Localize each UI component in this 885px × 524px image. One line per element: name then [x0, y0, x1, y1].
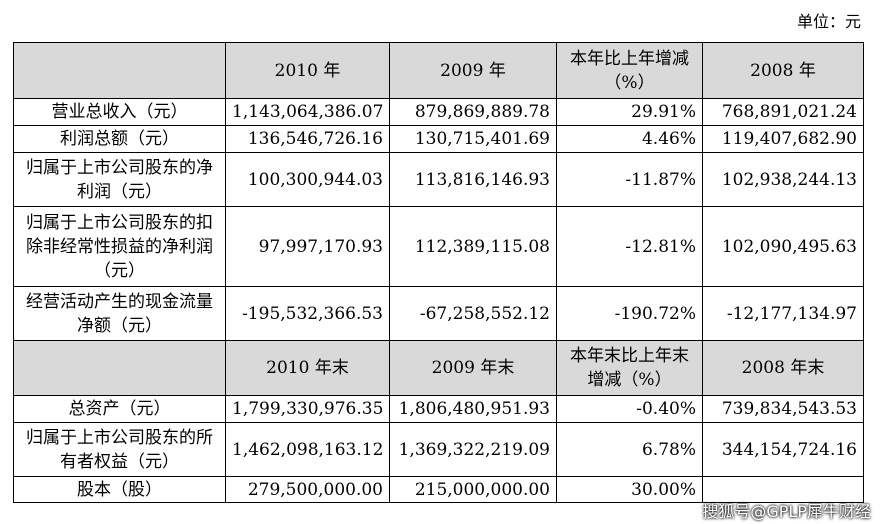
- header-2009-end: 2009 年末: [389, 340, 557, 396]
- table-row: 经营活动产生的现金流量净额（元） -195,532,366.53 -67,258…: [13, 286, 864, 341]
- value-change: -190.72%: [556, 286, 703, 341]
- value-2009: 215,000,000.00: [389, 476, 557, 503]
- row-label: 股本（股）: [13, 476, 226, 503]
- table-row: 归属于上市公司股东的所有者权益（元） 1,462,098,163.12 1,36…: [13, 422, 864, 477]
- row-label: 营业总收入（元）: [13, 98, 226, 126]
- value-2009: 130,715,401.69: [389, 125, 557, 153]
- value-2008: 768,891,021.24: [702, 98, 864, 126]
- value-change: -12.81%: [556, 206, 703, 287]
- value-2010: -195,532,366.53: [225, 286, 390, 341]
- value-2010: 1,143,064,386.07: [225, 98, 390, 126]
- value-2008: 344,154,724.16: [702, 422, 864, 477]
- table-row: 归属于上市公司股东的扣除非经常性损益的净利润（元） 97,997,170.93 …: [13, 206, 864, 287]
- table-row: 股本（股） 279,500,000.00 215,000,000.00 30.0…: [13, 476, 864, 503]
- value-2009: 112,389,115.08: [389, 206, 557, 287]
- row-label: 归属于上市公司股东的扣除非经常性损益的净利润（元）: [13, 206, 226, 287]
- value-change: 4.46%: [556, 125, 703, 153]
- value-2008: 102,938,244.13: [702, 152, 864, 207]
- value-change: -11.87%: [556, 152, 703, 207]
- header-2009: 2009 年: [389, 42, 557, 99]
- value-2008: 102,090,495.63: [702, 206, 864, 287]
- value-2009: 113,816,146.93: [389, 152, 557, 207]
- financial-table: 2010 年 2009 年 本年比上年增减（%） 2008 年 营业总收入（元）…: [13, 42, 864, 503]
- value-2009: 1,369,322,219.09: [389, 422, 557, 477]
- header-2010: 2010 年: [225, 42, 390, 99]
- value-2010: 1,462,098,163.12: [225, 422, 390, 477]
- header-row-1: 2010 年 2009 年 本年比上年增减（%） 2008 年: [13, 42, 864, 99]
- value-2009: -67,258,552.12: [389, 286, 557, 341]
- header-row-2: 2010 年末 2009 年末 本年末比上年末增减（%） 2008 年末: [13, 340, 864, 396]
- value-2009: 1,806,480,951.93: [389, 395, 557, 423]
- value-2009: 879,869,889.78: [389, 98, 557, 126]
- header-empty-cell: [13, 340, 226, 396]
- value-2010: 279,500,000.00: [225, 476, 390, 503]
- value-2008: [702, 476, 864, 503]
- table-row: 利润总额（元） 136,546,726.16 130,715,401.69 4.…: [13, 125, 864, 153]
- header-change-end: 本年末比上年末增减（%）: [556, 340, 703, 396]
- value-2008: 119,407,682.90: [702, 125, 864, 153]
- row-label: 总资产（元）: [13, 395, 226, 423]
- row-label: 利润总额（元）: [13, 125, 226, 153]
- header-change: 本年比上年增减（%）: [556, 42, 703, 99]
- row-label: 归属于上市公司股东的净利润（元）: [13, 152, 226, 207]
- value-change: 6.78%: [556, 422, 703, 477]
- table-row: 归属于上市公司股东的净利润（元） 100,300,944.03 113,816,…: [13, 152, 864, 207]
- value-change: 29.91%: [556, 98, 703, 126]
- value-2010: 100,300,944.03: [225, 152, 390, 207]
- watermark: 搜狐号@GPLP犀牛财经: [702, 502, 871, 521]
- header-empty-cell: [13, 42, 226, 99]
- table-row: 营业总收入（元） 1,143,064,386.07 879,869,889.78…: [13, 98, 864, 126]
- value-2010: 136,546,726.16: [225, 125, 390, 153]
- value-2008: 739,834,543.53: [702, 395, 864, 423]
- unit-label: 单位：元: [796, 12, 861, 31]
- header-2008-end: 2008 年末: [702, 340, 864, 396]
- value-change: 30.00%: [556, 476, 703, 503]
- value-2010: 97,997,170.93: [225, 206, 390, 287]
- value-change: -0.40%: [556, 395, 703, 423]
- row-label: 经营活动产生的现金流量净额（元）: [13, 286, 226, 341]
- value-2010: 1,799,330,976.35: [225, 395, 390, 423]
- header-2008: 2008 年: [702, 42, 864, 99]
- value-2008: -12,177,134.97: [702, 286, 864, 341]
- table-row: 总资产（元） 1,799,330,976.35 1,806,480,951.93…: [13, 395, 864, 423]
- header-2010-end: 2010 年末: [225, 340, 390, 396]
- row-label: 归属于上市公司股东的所有者权益（元）: [13, 422, 226, 477]
